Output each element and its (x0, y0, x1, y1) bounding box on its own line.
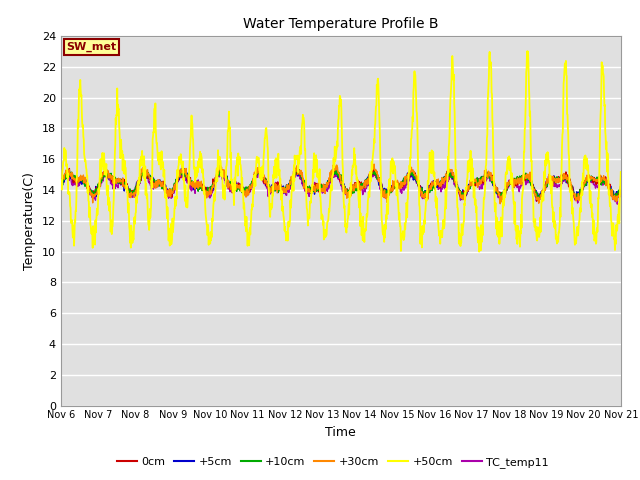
Text: SW_met: SW_met (67, 42, 116, 52)
Title: Water Temperature Profile B: Water Temperature Profile B (243, 17, 438, 31)
X-axis label: Time: Time (325, 426, 356, 439)
Legend: 0cm, +5cm, +10cm, +30cm, +50cm, TC_temp11: 0cm, +5cm, +10cm, +30cm, +50cm, TC_temp1… (112, 452, 554, 472)
Y-axis label: Temperature(C): Temperature(C) (23, 172, 36, 270)
